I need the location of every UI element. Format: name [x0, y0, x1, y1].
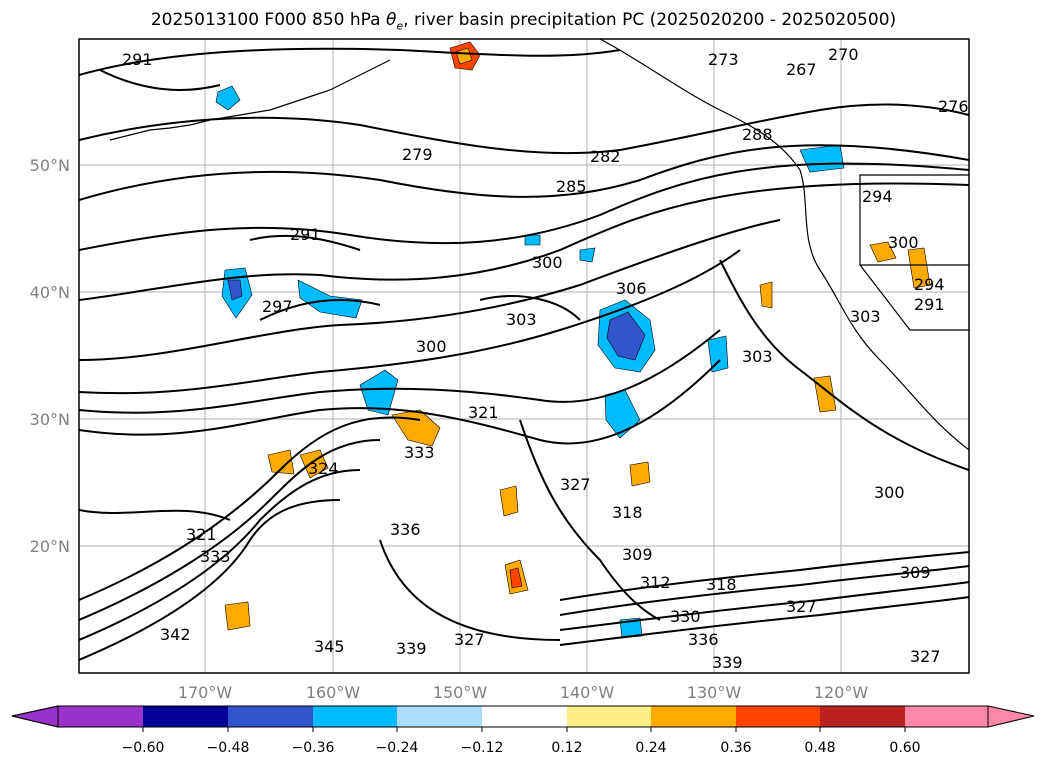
- contour-label: 291: [290, 225, 321, 244]
- contour-label: 279: [402, 145, 433, 164]
- colorbar-tick-label: −0.48: [207, 740, 250, 756]
- theta-e-contours: [79, 47, 969, 661]
- colorbar-swatch: [820, 706, 905, 727]
- contour-label: 297: [262, 297, 293, 316]
- contour-label: 330: [670, 607, 701, 626]
- contour-label: 270: [828, 45, 859, 64]
- colorbar-swatch: [313, 706, 397, 727]
- lat-tick-label: 40°N: [30, 283, 70, 302]
- contour-label: 306: [616, 279, 647, 298]
- contour-label: 273: [708, 50, 739, 69]
- contour-label: 342: [160, 625, 191, 644]
- contour-label: 285: [556, 177, 587, 196]
- contour-label: 345: [314, 637, 345, 656]
- contour-label: 339: [712, 653, 743, 672]
- contour-label: 294: [914, 275, 945, 294]
- colorbar-tick-label: −0.36: [292, 740, 335, 756]
- colorbar-swatch: [397, 706, 482, 727]
- colorbar-swatch: [482, 706, 567, 727]
- lon-tick-label: 120°W: [814, 683, 869, 702]
- map-content: 291 279 282 285 273 267 270 276 288 294 …: [79, 39, 969, 673]
- map-title: 2025013100 F000 850 hPa θe, river basin …: [150, 10, 897, 33]
- contour-label: 300: [416, 337, 447, 356]
- contour-label: 282: [590, 147, 621, 166]
- contour-label: 309: [900, 563, 931, 582]
- contour-label: 300: [874, 483, 905, 502]
- contour-label: 267: [786, 60, 817, 79]
- contour-label: 327: [910, 647, 941, 666]
- coastlines: [109, 39, 969, 451]
- colorbar-tick-label: 0.12: [551, 740, 582, 756]
- contour-label: 327: [454, 630, 485, 649]
- lat-tick-label: 20°N: [30, 537, 70, 556]
- contour-label: 333: [404, 443, 435, 462]
- colorbar-extend-low: [11, 705, 59, 728]
- contour-label: 318: [706, 575, 737, 594]
- contour-label: 303: [742, 347, 773, 366]
- colorbar-tick-label: −0.24: [376, 740, 419, 756]
- colorbar-tick-label: 0.24: [635, 740, 666, 756]
- colorbar-ticks: −0.60 −0.48 −0.36 −0.24 −0.12 0.12 0.24 …: [122, 727, 921, 756]
- precip-shading: [215, 41, 931, 639]
- colorbar-tick-label: −0.12: [461, 740, 504, 756]
- contour-label: 294: [862, 187, 893, 206]
- contour-label: 333: [200, 547, 231, 566]
- contour-label: 303: [850, 307, 881, 326]
- lon-tick-label: 140°W: [560, 683, 615, 702]
- colorbar-tick-label: −0.60: [122, 740, 165, 756]
- colorbar-swatch: [567, 706, 651, 727]
- contour-label: 327: [560, 475, 591, 494]
- contour-label: 312: [640, 573, 671, 592]
- map-frame: [78, 38, 970, 674]
- contour-label: 309: [622, 545, 653, 564]
- lon-tick-label: 150°W: [433, 683, 488, 702]
- colorbar-swatch: [651, 706, 736, 727]
- contour-label: 303: [506, 310, 537, 329]
- lon-tick-label: 170°W: [178, 683, 233, 702]
- lon-tick-label: 160°W: [306, 683, 361, 702]
- contour-label: 327: [786, 597, 817, 616]
- contour-label: 288: [742, 125, 773, 144]
- contour-label: 318: [612, 503, 643, 522]
- colorbar-swatch: [143, 706, 228, 727]
- longitude-axis: 170°W 160°W 150°W 140°W 130°W 120°W: [178, 683, 869, 702]
- contour-label: 324: [308, 459, 339, 478]
- contour-label: 300: [532, 253, 563, 272]
- lat-tick-label: 30°N: [30, 410, 70, 429]
- contour-label: 291: [122, 50, 153, 69]
- colorbar-swatch: [58, 706, 143, 727]
- colorbar-extend-high: [905, 706, 1034, 727]
- latitude-axis: 50°N 40°N 30°N 20°N: [30, 156, 70, 556]
- lon-tick-label: 130°W: [687, 683, 742, 702]
- lat-tick-label: 50°N: [30, 156, 70, 175]
- colorbar: −0.60 −0.48 −0.36 −0.24 −0.12 0.12 0.24 …: [11, 705, 1035, 756]
- colorbar-tick-label: 0.48: [804, 740, 835, 756]
- contour-label: 321: [186, 525, 217, 544]
- contour-label: 291: [914, 295, 945, 314]
- contour-label: 276: [938, 97, 969, 116]
- contour-label: 321: [468, 403, 499, 422]
- contour-label: 336: [688, 630, 719, 649]
- colorbar-swatch: [736, 706, 820, 727]
- contour-label: 300: [888, 233, 919, 252]
- colorbar-tick-label: 0.60: [889, 740, 920, 756]
- contour-labels: 291 279 282 285 273 267 270 276 288 294 …: [122, 45, 969, 672]
- contour-label: 336: [390, 520, 421, 539]
- contour-label: 339: [396, 639, 427, 658]
- colorbar-swatch: [228, 706, 313, 727]
- colorbar-tick-label: 0.36: [720, 740, 751, 756]
